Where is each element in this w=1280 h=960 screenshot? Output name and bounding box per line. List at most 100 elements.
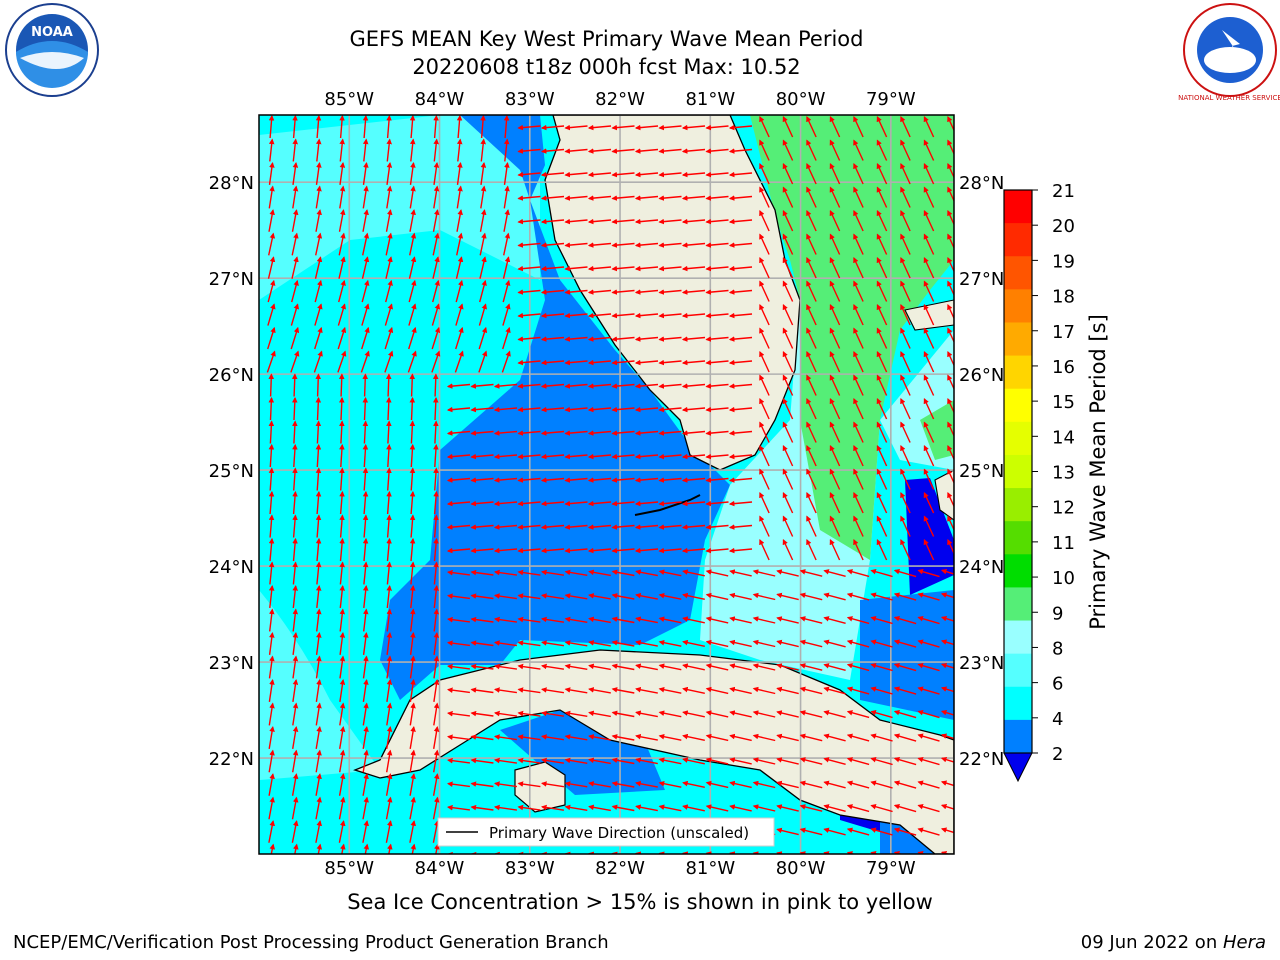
- wave-arrow: [705, 524, 729, 530]
- wave-arrow: [806, 515, 817, 537]
- wave-arrow: [799, 733, 823, 742]
- wave-arrow: [470, 383, 494, 389]
- wave-arrow: [611, 500, 635, 507]
- wave-arrow: [456, 115, 463, 139]
- wave-arrow: [759, 538, 770, 561]
- wave-arrow: [782, 374, 794, 396]
- wave-direction-arrows: [266, 115, 954, 854]
- wave-arrow: [829, 374, 841, 396]
- wave-arrow: [292, 608, 299, 632]
- wave-arrow: [362, 420, 369, 444]
- wave-arrow: [587, 406, 612, 413]
- wave-arrow: [846, 592, 870, 601]
- wave-arrow: [540, 171, 565, 178]
- wave-arrow: [564, 734, 588, 741]
- wave-arrow: [782, 186, 794, 208]
- wave-arrow: [293, 843, 299, 854]
- wave-arrow: [564, 148, 588, 154]
- wave-arrow: [870, 592, 893, 601]
- lon-label-bottom: 79°W: [866, 858, 916, 879]
- wave-arrow: [587, 383, 612, 389]
- wave-arrow: [564, 524, 588, 530]
- wave-arrow: [635, 687, 658, 694]
- wave-arrow: [431, 303, 441, 326]
- lon-label-top: 84°W: [415, 89, 465, 110]
- wave-arrow: [752, 569, 776, 577]
- wave-arrow: [853, 233, 864, 255]
- wave-arrow: [752, 804, 776, 812]
- wave-arrow: [587, 359, 612, 366]
- wave-arrow: [267, 256, 276, 279]
- wave-arrow: [658, 359, 682, 366]
- wave-arrow: [611, 734, 635, 741]
- lat-label-left: 24°N: [209, 557, 254, 578]
- wave-arrow: [658, 663, 682, 671]
- wave-arrow: [432, 373, 439, 397]
- wave-arrow: [291, 279, 299, 303]
- wave-arrow: [268, 725, 275, 750]
- noaa-logo: NOAA: [5, 3, 99, 97]
- wave-arrow: [893, 686, 917, 695]
- wave-arrow: [782, 256, 794, 279]
- wave-arrow: [728, 312, 753, 319]
- wave-arrow: [493, 453, 518, 460]
- wave-arrow: [493, 406, 518, 413]
- wave-arrow: [269, 843, 276, 854]
- wave-arrow: [479, 256, 487, 279]
- wave-arrow: [782, 162, 794, 185]
- wave-arrow: [540, 781, 565, 788]
- wave-arrow: [517, 500, 541, 507]
- wave-arrow: [587, 124, 612, 131]
- wave-arrow: [776, 639, 799, 648]
- wave-arrow: [480, 185, 487, 209]
- wave-arrow: [947, 162, 954, 179]
- wave-arrow: [705, 500, 729, 507]
- wave-arrow: [611, 383, 635, 389]
- wave-arrow: [635, 663, 658, 671]
- wave-arrow: [290, 326, 300, 350]
- wave-arrow: [900, 374, 911, 396]
- wave-arrow: [409, 514, 416, 538]
- wave-arrow: [776, 710, 799, 718]
- wave-arrow: [705, 171, 729, 178]
- wave-arrow: [315, 138, 322, 162]
- wave-arrow: [947, 491, 954, 508]
- wave-arrow: [947, 327, 954, 344]
- wave-arrow: [917, 733, 940, 742]
- wave-arrow: [782, 209, 794, 232]
- wave-arrow: [635, 569, 658, 577]
- wave-arrow: [728, 383, 753, 389]
- wave-arrow: [409, 796, 416, 820]
- wave-arrow: [266, 350, 276, 373]
- wave-arrow: [799, 663, 823, 671]
- wave-arrow: [658, 336, 682, 342]
- wave-arrow: [782, 233, 794, 255]
- wave-arrow: [729, 639, 752, 648]
- wave-arrow: [470, 593, 494, 600]
- wave-arrow: [658, 383, 682, 389]
- wave-arrow: [362, 773, 369, 796]
- wave-arrow: [493, 547, 518, 554]
- wave-arrow: [829, 233, 841, 255]
- wave-arrow: [947, 421, 954, 438]
- wave-arrow: [658, 453, 682, 460]
- wave-arrow: [658, 477, 682, 483]
- wave-arrow: [759, 280, 770, 302]
- wave-arrow: [362, 467, 369, 491]
- wave-arrow: [634, 312, 659, 319]
- wave-arrow: [635, 710, 658, 718]
- colorbar-tick-label: 15: [1052, 392, 1075, 413]
- wave-arrow: [409, 185, 416, 209]
- wave-arrow: [853, 280, 864, 302]
- wave-arrow: [634, 148, 659, 154]
- wave-arrow: [729, 804, 752, 812]
- wave-arrow: [540, 616, 565, 623]
- wave-arrow: [940, 827, 954, 834]
- wave-arrow: [870, 569, 893, 578]
- wave-arrow: [900, 233, 911, 255]
- wave-arrow: [446, 569, 470, 576]
- wave-arrow: [705, 430, 729, 436]
- wave-arrow: [313, 350, 323, 373]
- wave-arrow: [729, 686, 752, 695]
